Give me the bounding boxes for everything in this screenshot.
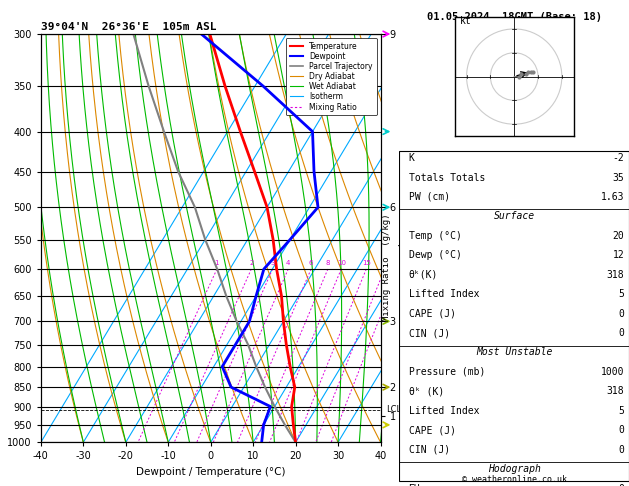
Text: Hodograph: Hodograph [487, 464, 541, 474]
Text: Totals Totals: Totals Totals [409, 173, 485, 183]
Text: Lifted Index: Lifted Index [409, 289, 479, 299]
Text: 4: 4 [286, 260, 291, 266]
Text: 0: 0 [618, 309, 625, 319]
Text: © weatheronline.co.uk: © weatheronline.co.uk [462, 474, 567, 484]
Text: Most Unstable: Most Unstable [476, 347, 552, 358]
Text: Surface: Surface [494, 211, 535, 222]
Text: CIN (J): CIN (J) [409, 445, 450, 455]
Text: 2: 2 [249, 260, 253, 266]
Bar [399, 151, 629, 481]
Text: 39°04'N  26°36'E  105m ASL: 39°04'N 26°36'E 105m ASL [41, 22, 216, 32]
Text: 1000: 1000 [601, 367, 625, 377]
Text: 1.63: 1.63 [601, 192, 625, 202]
Text: Temp (°C): Temp (°C) [409, 231, 462, 241]
Text: Dewp (°C): Dewp (°C) [409, 250, 462, 260]
Text: -2: -2 [613, 153, 625, 163]
Text: 20: 20 [613, 231, 625, 241]
Text: 3: 3 [270, 260, 275, 266]
Text: 5: 5 [618, 289, 625, 299]
Text: 10: 10 [337, 260, 346, 266]
Y-axis label: hPa: hPa [0, 228, 2, 248]
Text: 318: 318 [607, 386, 625, 397]
Text: kt: kt [459, 16, 471, 26]
Text: 6: 6 [309, 260, 313, 266]
Text: EH: EH [409, 484, 420, 486]
Text: 0: 0 [618, 484, 625, 486]
Text: 15: 15 [362, 260, 370, 266]
Text: 8: 8 [326, 260, 330, 266]
Text: θᵏ (K): θᵏ (K) [409, 386, 444, 397]
Text: 0: 0 [618, 445, 625, 455]
Text: 318: 318 [607, 270, 625, 280]
Text: 5: 5 [618, 406, 625, 416]
Text: 01.05.2024  18GMT (Base: 18): 01.05.2024 18GMT (Base: 18) [426, 12, 602, 22]
Text: 0: 0 [618, 328, 625, 338]
Text: Pressure (mb): Pressure (mb) [409, 367, 485, 377]
Legend: Temperature, Dewpoint, Parcel Trajectory, Dry Adiabat, Wet Adiabat, Isotherm, Mi: Temperature, Dewpoint, Parcel Trajectory… [286, 38, 377, 115]
Text: K: K [409, 153, 415, 163]
Text: LCL: LCL [386, 405, 401, 414]
Text: Mixing Ratio  (g/kg): Mixing Ratio (g/kg) [382, 213, 391, 321]
Text: PW (cm): PW (cm) [409, 192, 450, 202]
Text: CAPE (J): CAPE (J) [409, 425, 455, 435]
Text: Lifted Index: Lifted Index [409, 406, 479, 416]
X-axis label: Dewpoint / Temperature (°C): Dewpoint / Temperature (°C) [136, 467, 286, 477]
Text: 12: 12 [613, 250, 625, 260]
Y-axis label: km
ASL: km ASL [399, 229, 420, 247]
Text: 1: 1 [214, 260, 219, 266]
Text: CAPE (J): CAPE (J) [409, 309, 455, 319]
Text: 0: 0 [618, 425, 625, 435]
Text: 35: 35 [613, 173, 625, 183]
Text: CIN (J): CIN (J) [409, 328, 450, 338]
Text: θᵏ(K): θᵏ(K) [409, 270, 438, 280]
